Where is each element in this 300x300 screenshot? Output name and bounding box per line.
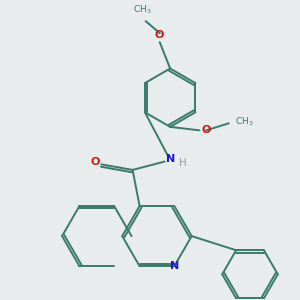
Text: N: N [166,154,175,164]
Text: O: O [154,30,164,40]
Text: O: O [202,124,211,135]
Text: O: O [90,157,100,167]
Text: CH$_3$: CH$_3$ [236,116,254,128]
Text: N: N [170,261,180,271]
Text: H: H [179,158,187,168]
Text: CH$_3$: CH$_3$ [133,3,152,16]
